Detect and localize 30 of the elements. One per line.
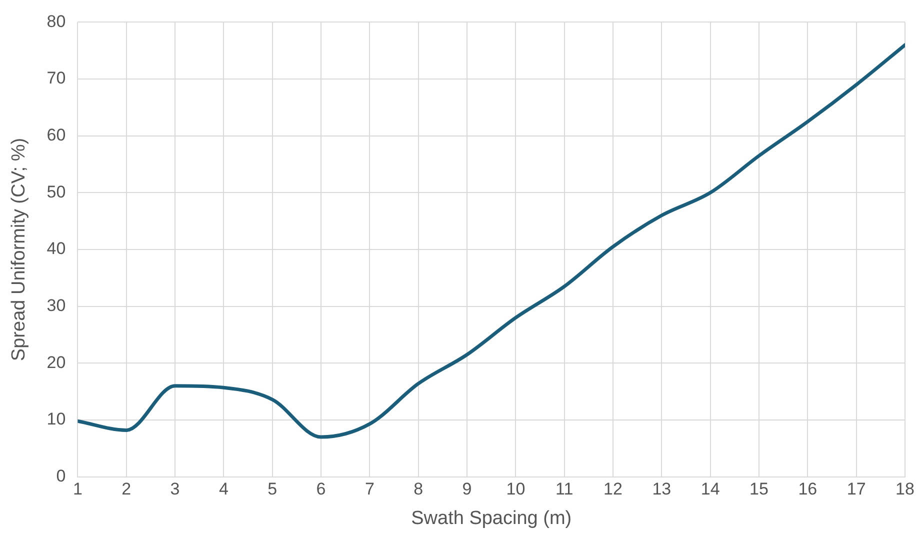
x-tick-label: 17 bbox=[846, 480, 866, 499]
x-tick-label: 13 bbox=[652, 480, 672, 499]
x-tick-label: 9 bbox=[462, 480, 472, 499]
y-tick-label: 10 bbox=[46, 410, 66, 429]
y-tick-label: 40 bbox=[46, 239, 66, 258]
y-tick-label: 50 bbox=[46, 182, 66, 202]
x-tick-label: 8 bbox=[414, 480, 424, 499]
y-tick-label: 20 bbox=[46, 352, 66, 372]
x-tick-label: 4 bbox=[218, 480, 228, 499]
x-axis-title: Swath Spacing (m) bbox=[411, 508, 572, 529]
x-tick-label: 6 bbox=[316, 480, 326, 499]
x-tick-label: 15 bbox=[750, 480, 768, 499]
x-tick-label: 16 bbox=[798, 480, 818, 499]
x-tick-label: 7 bbox=[364, 480, 374, 499]
y-axis-title: Spread Uniformity (CV; %) bbox=[8, 138, 30, 362]
x-tick-label: 1 bbox=[72, 480, 82, 499]
x-tick-label: 10 bbox=[506, 480, 526, 499]
y-tick-label: 0 bbox=[56, 466, 66, 486]
x-tick-label: 11 bbox=[556, 480, 574, 499]
y-tick-label: 70 bbox=[46, 68, 66, 88]
x-tick-label: 3 bbox=[170, 480, 180, 499]
y-tick-label: 60 bbox=[46, 126, 66, 145]
x-tick-label: 14 bbox=[700, 480, 720, 499]
line-series bbox=[78, 43, 905, 439]
y-tick-label: 30 bbox=[46, 296, 66, 316]
x-tick-label: 18 bbox=[896, 480, 914, 499]
x-tick-label: 2 bbox=[122, 480, 132, 499]
x-tick-label: 5 bbox=[268, 480, 278, 499]
x-tick-label: 12 bbox=[604, 480, 622, 499]
y-tick-label: 80 bbox=[46, 12, 66, 31]
